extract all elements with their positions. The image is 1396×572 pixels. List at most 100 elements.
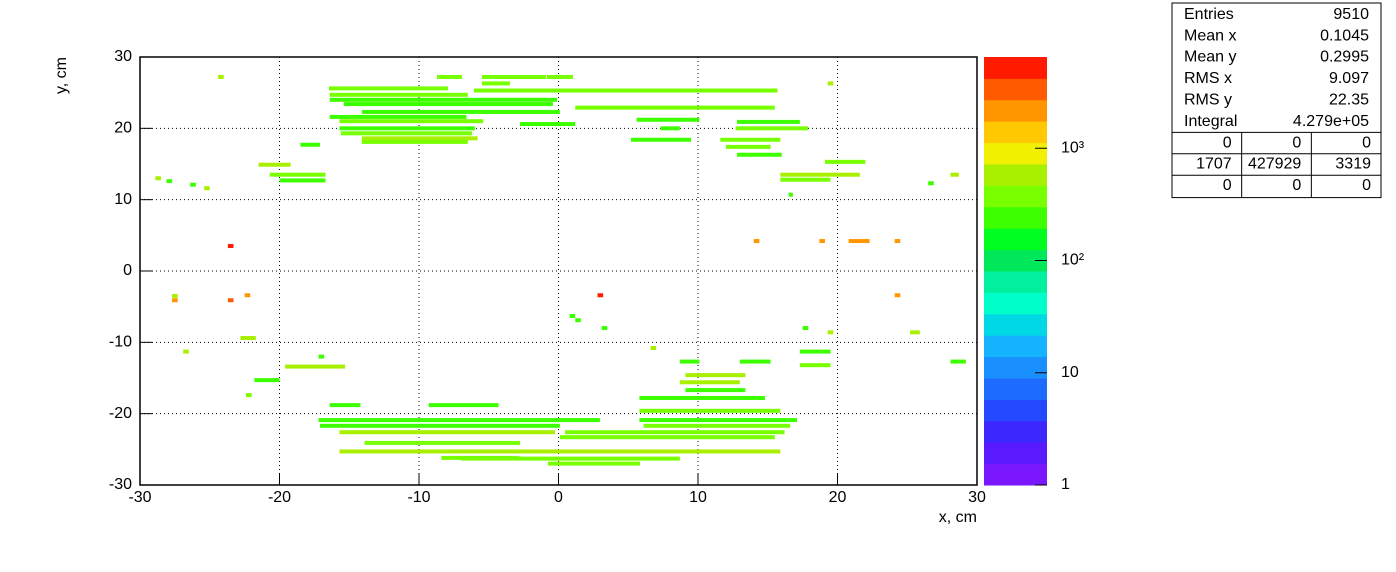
- heat-cell: [824, 159, 866, 164]
- heat-cell: [848, 239, 870, 244]
- heat-cell: [240, 336, 256, 341]
- palette-band: [984, 271, 1047, 293]
- palette-band: [984, 142, 1047, 165]
- heat-cell: [319, 423, 560, 428]
- stats-value: 0.1045: [1320, 27, 1369, 44]
- palette-band: [984, 442, 1047, 465]
- heat-cell: [788, 192, 793, 197]
- heat-cell: [183, 349, 189, 354]
- heat-cell: [329, 92, 468, 97]
- palette-band: [984, 78, 1047, 101]
- heat-cell: [565, 430, 785, 435]
- heat-cell: [361, 139, 468, 144]
- palette-band: [984, 249, 1047, 272]
- heat-cell: [737, 119, 800, 124]
- heat-cell: [928, 181, 934, 186]
- heat-cell: [597, 293, 604, 298]
- x-tick-label: 0: [554, 489, 563, 506]
- heat-cell: [910, 330, 920, 335]
- heat-cell: [343, 102, 553, 107]
- heat-cell: [481, 74, 546, 79]
- palette-band: [984, 292, 1047, 315]
- palette-band: [984, 313, 1047, 336]
- heat-cell: [318, 354, 325, 359]
- heat-cell: [172, 293, 178, 298]
- stats-cell: 0: [1223, 134, 1232, 151]
- heat-cell: [318, 418, 600, 423]
- heat-cell: [340, 131, 473, 136]
- heat-cell: [559, 435, 775, 440]
- heat-cell: [799, 363, 831, 368]
- heat-cell: [685, 373, 746, 378]
- heat-cell: [227, 244, 234, 249]
- heat-cell: [460, 456, 680, 461]
- heat-cell: [339, 430, 556, 435]
- y-tick-label: 30: [114, 48, 132, 65]
- z-tick-label: 10²: [1061, 252, 1085, 269]
- heat-cell: [639, 408, 781, 413]
- heat-cell: [546, 74, 574, 79]
- stats-label: Entries: [1184, 6, 1234, 23]
- palette-band: [984, 185, 1047, 208]
- palette-band: [984, 228, 1047, 251]
- heat-cell: [720, 137, 781, 142]
- heat-cell: [329, 403, 361, 408]
- heat-cell: [361, 109, 560, 114]
- y-tick-label: -30: [109, 476, 132, 493]
- stats-label: Mean y: [1184, 49, 1236, 66]
- heat-cell: [575, 318, 581, 323]
- palette-band: [984, 335, 1047, 358]
- heat-cell: [601, 326, 608, 331]
- heat-cell: [650, 346, 657, 351]
- stats-box: [1171, 2, 1382, 199]
- heat-cell: [569, 313, 576, 318]
- palette-band: [984, 57, 1047, 79]
- heat-cell: [285, 364, 346, 369]
- heat-cell: [473, 88, 778, 93]
- x-tick-label: -30: [128, 489, 151, 506]
- heat-cell: [802, 326, 809, 331]
- heat-cell: [735, 126, 809, 131]
- heat-cell: [227, 298, 234, 303]
- y-tick-label: 0: [123, 262, 132, 279]
- stats-cell: 0: [1362, 177, 1371, 194]
- stats-cell: 0: [1223, 177, 1232, 194]
- x-tick-label: 20: [829, 489, 847, 506]
- heat-cell: [254, 378, 280, 383]
- heat-cell: [279, 178, 326, 183]
- stats-value: 4.279e+05: [1293, 113, 1369, 130]
- z-tick-label: 1: [1061, 476, 1070, 493]
- heat-cell: [799, 349, 831, 354]
- stats-value: 9.097: [1329, 70, 1369, 87]
- stats-cell: 0: [1292, 177, 1301, 194]
- stats-value: 22.35: [1329, 92, 1369, 109]
- palette-band: [984, 420, 1047, 443]
- x-tick-label: -20: [268, 489, 291, 506]
- heat-cell: [636, 117, 700, 122]
- heat-cell: [364, 440, 520, 445]
- palette-band: [984, 121, 1047, 144]
- y-tick-label: 20: [114, 120, 132, 137]
- heat-cell: [436, 74, 462, 79]
- heat-cell: [204, 186, 210, 191]
- heat-cell: [300, 142, 320, 147]
- heat-cell: [155, 176, 161, 181]
- x-tick-label: 10: [689, 489, 707, 506]
- heat-cell: [780, 172, 860, 177]
- heat-cell: [361, 136, 478, 141]
- heat-cell: [894, 293, 901, 298]
- heat-cell: [950, 172, 959, 177]
- stats-cell: 1707: [1196, 156, 1232, 173]
- heat-cell: [166, 179, 173, 184]
- stats-value: 9510: [1333, 6, 1369, 23]
- palette-band: [984, 399, 1047, 422]
- stats-cell: 0: [1292, 134, 1301, 151]
- heat-cell: [660, 126, 680, 131]
- heat-cell: [819, 239, 825, 244]
- heat-cell: [329, 86, 449, 91]
- heat-cell: [172, 298, 178, 303]
- heat-cell: [339, 126, 475, 131]
- heat-cell: [339, 119, 484, 124]
- stats-cell: 427929: [1248, 156, 1301, 173]
